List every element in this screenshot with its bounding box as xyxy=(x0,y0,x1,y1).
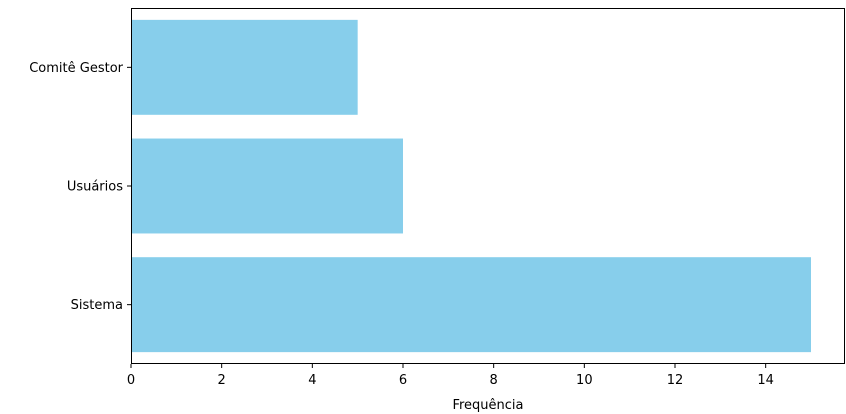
bars-group xyxy=(131,19,811,353)
y-tick-label: Usuários xyxy=(67,180,123,195)
x-tick-label: 10 xyxy=(576,373,593,388)
y-tick-label: Comitê Gestor xyxy=(29,61,123,76)
y-tick-label: Sistema xyxy=(71,298,123,313)
x-tick-label: 12 xyxy=(667,373,684,388)
x-tick-label: 2 xyxy=(218,373,226,388)
x-tick-label: 0 xyxy=(127,373,135,388)
x-tick-label: 8 xyxy=(490,373,498,388)
bar-0 xyxy=(131,257,811,353)
plot-frame xyxy=(131,8,845,364)
x-axis-label: Frequência xyxy=(452,398,523,413)
bar-2 xyxy=(131,19,358,115)
y-ticks-group: Sistema Usuários Comitê Gestor xyxy=(29,61,131,313)
x-tick-label: 6 xyxy=(399,373,407,388)
bar-1 xyxy=(131,138,403,234)
x-tick-label: 4 xyxy=(308,373,316,388)
x-tick-label: 14 xyxy=(757,373,774,388)
x-ticks-group: 0 2 4 6 8 10 12 14 xyxy=(127,364,774,388)
